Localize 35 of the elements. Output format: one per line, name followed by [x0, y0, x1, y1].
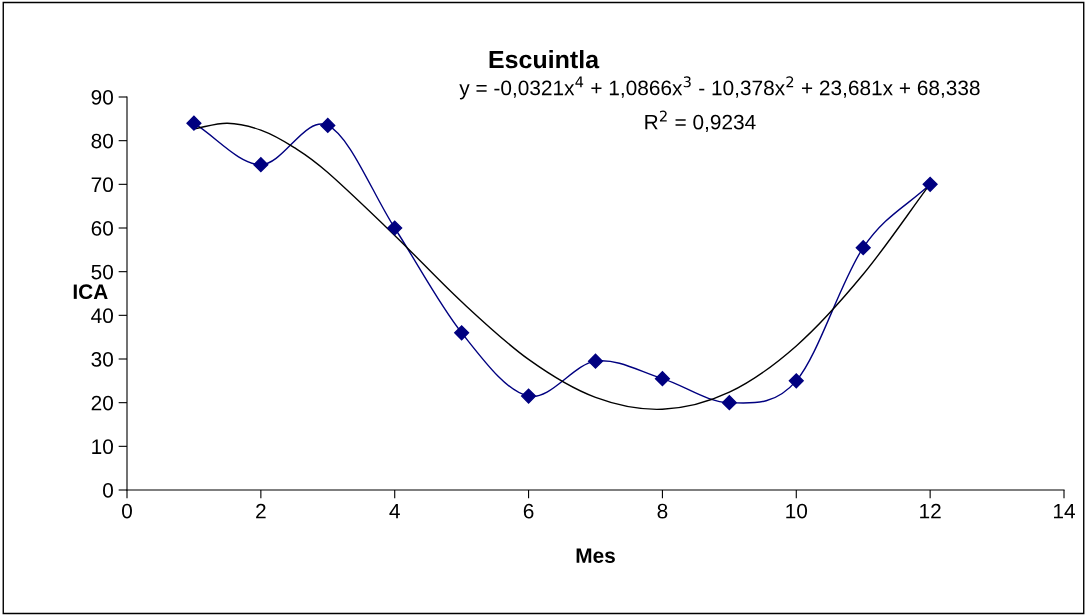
x-tick-label: 2 — [256, 503, 266, 519]
point — [855, 240, 871, 256]
x-tick-label: 12 — [920, 503, 941, 519]
point — [587, 353, 604, 369]
point — [521, 388, 537, 404]
point — [454, 325, 470, 341]
point — [387, 220, 403, 236]
y-tick-label: 50 — [91, 264, 113, 280]
point — [654, 371, 670, 387]
y-tick-label: 0 — [103, 483, 113, 498]
y-tick-label: 10 — [92, 439, 113, 455]
y-axis-title: ICA — [73, 284, 108, 300]
annotation: R$^{2}$ = 0,9234 — [645, 110, 756, 133]
y-tick-label: 70 — [91, 177, 113, 193]
x-tick-label: 6 — [523, 503, 534, 519]
y-tick-label: 30 — [91, 352, 113, 367]
annotation: y = -0,0321x$^{4}$ + 1,0866x$^{3}$ - 10,378x$^{2}$ + 23,681x + 68,338 — [459, 76, 980, 100]
point — [922, 176, 938, 192]
y-tick-label: 20 — [91, 395, 113, 411]
point — [788, 373, 804, 389]
point — [253, 157, 269, 173]
point — [186, 115, 202, 131]
y-tick-label: 80 — [91, 133, 113, 149]
x-tick-label: 4 — [389, 503, 400, 519]
x-tick-label: 10 — [786, 503, 808, 519]
y-tick-label: 60 — [91, 221, 113, 236]
point — [721, 395, 737, 411]
x-tick-label: 0 — [122, 503, 132, 519]
chart-title: Escuintla — [489, 50, 600, 69]
x-tick-label: 8 — [657, 503, 668, 519]
y-tick-label: 90 — [91, 90, 113, 105]
y-tick-label: 40 — [91, 308, 113, 324]
x-tick-label: 14 — [1054, 503, 1075, 519]
x-axis-title: Mes — [576, 548, 615, 563]
point — [320, 117, 336, 133]
